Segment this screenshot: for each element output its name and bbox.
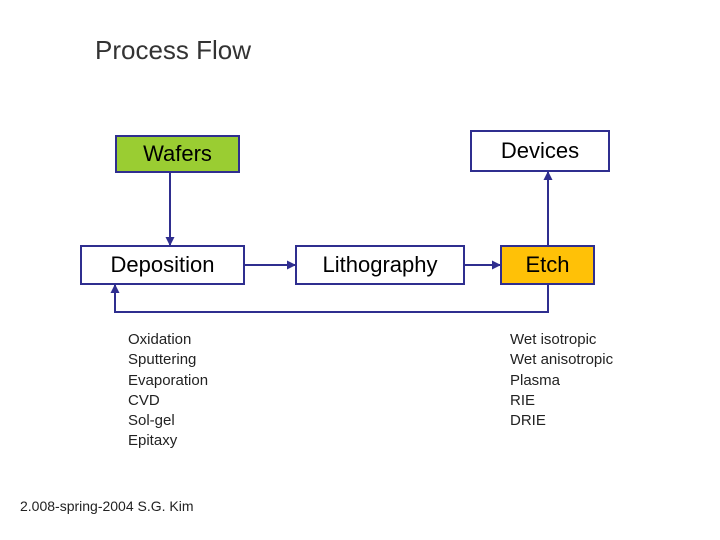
- list-item: Evaporation: [128, 371, 208, 391]
- edge-etch-to-deposition: [115, 285, 548, 312]
- list-item: CVD: [128, 391, 208, 411]
- etch-methods-list: Wet isotropicWet anisotropicPlasmaRIEDRI…: [510, 330, 613, 431]
- list-item: Wet anisotropic: [510, 350, 613, 370]
- deposition-methods-list: OxidationSputteringEvaporationCVDSol-gel…: [128, 330, 208, 452]
- list-item: Sol-gel: [128, 411, 208, 431]
- list-item: Epitaxy: [128, 431, 208, 451]
- list-item: Sputtering: [128, 350, 208, 370]
- list-item: RIE: [510, 391, 613, 411]
- list-item: DRIE: [510, 411, 613, 431]
- list-item: Wet isotropic: [510, 330, 613, 350]
- footer-text: 2.008-spring-2004 S.G. Kim: [20, 498, 194, 514]
- edges-layer: [0, 0, 720, 540]
- list-item: Oxidation: [128, 330, 208, 350]
- list-item: Plasma: [510, 371, 613, 391]
